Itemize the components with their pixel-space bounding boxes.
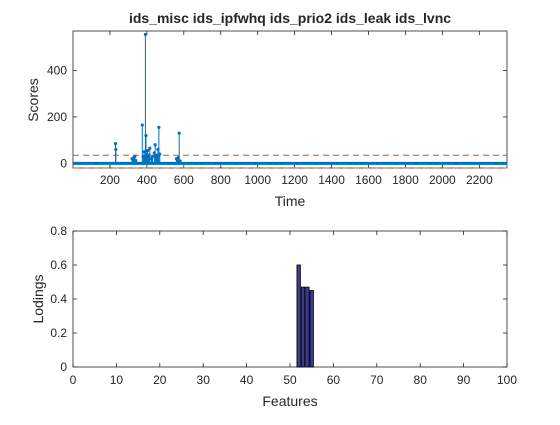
scores-y-tick-label: 400	[47, 63, 67, 77]
loadings-y-axis-label: Lodings	[30, 274, 46, 323]
scores-stem-point	[153, 143, 157, 147]
scores-y-tick-label: 0	[60, 156, 67, 170]
loadings-x-tick-label: 20	[153, 373, 167, 387]
scores-stem-point	[177, 131, 181, 135]
loadings-y-tick-label: 0.8	[50, 224, 67, 238]
loadings-y-tick-label: 0.4	[50, 292, 67, 306]
loadings-y-tick-label: 0	[60, 360, 67, 374]
scores-stem-point	[146, 148, 150, 153]
loadings-bar	[300, 286, 306, 368]
scores-stem-point	[134, 158, 138, 163]
scores-stem-point	[148, 146, 152, 150]
loadings-x-tick-label: 60	[327, 373, 341, 387]
scores-x-tick-label: 800	[211, 173, 231, 187]
loadings-axes: 0 10 20 30 40 50 60 70 80 90 100 0 0.2 0.4 0.6 0.8 Feat…	[30, 224, 517, 409]
scores-stem-point	[150, 154, 155, 158]
scores-stem-point	[114, 147, 118, 152]
scores-x-tick-label: 2000	[429, 173, 456, 187]
scores-x-tick-label: 1600	[355, 173, 382, 187]
loadings-x-tick-label: 80	[414, 373, 428, 387]
scores-stem-point	[158, 152, 162, 156]
scores-y-axis-label: Scores	[25, 78, 41, 122]
loadings-bar	[296, 264, 301, 368]
scores-stem-point	[157, 125, 161, 129]
loadings-x-tick-label: 50	[283, 373, 297, 387]
loadings-bar	[305, 286, 310, 368]
scores-x-axis-label: Time	[275, 193, 306, 209]
loadings-x-axis-label: Features	[262, 393, 317, 409]
loadings-y-tick-label: 0.2	[50, 326, 67, 340]
scores-x-tick-label: 1000	[244, 173, 271, 187]
loadings-x-tick-label: 70	[370, 373, 384, 387]
scores-x-tick-label: 2200	[466, 173, 493, 187]
scores-stem-point	[133, 154, 137, 158]
scores-x-tick-label: 1200	[281, 173, 308, 187]
loadings-plot-area	[296, 264, 314, 368]
loadings-x-tick-label: 40	[240, 373, 254, 387]
loadings-x-tick-label: 90	[457, 373, 471, 387]
loadings-axes-box	[72, 230, 508, 368]
loadings-x-tick-label: 100	[497, 373, 517, 387]
scores-axes-box	[72, 30, 508, 169]
scores-x-tick-label: 600	[174, 173, 194, 187]
loadings-bar	[309, 290, 314, 368]
scores-x-tick-label: 400	[137, 173, 157, 187]
loadings-y-tick-label: 0.6	[50, 258, 67, 272]
scores-axes: 200 400 600 800 1000 1200 1400 1600 1800 2000 2200…	[25, 10, 508, 209]
scores-stem-point	[113, 142, 118, 146]
scores-ticks: 200 400 600 800 1000 1200 1400 1600 1800 2000 2200…	[47, 31, 507, 187]
scores-stem-point	[178, 159, 182, 163]
scores-plot-area	[73, 32, 507, 169]
scores-chart-title: ids_misc ids_ipfwhq ids_prio2 ids_leak i…	[129, 10, 451, 26]
scores-y-tick-label: 200	[47, 110, 67, 124]
scores-x-tick-label: 200	[100, 173, 120, 187]
scores-stem-point	[143, 32, 147, 37]
loadings-x-tick-label: 10	[110, 373, 124, 387]
scores-x-tick-label: 1800	[392, 173, 419, 187]
scores-x-tick-label: 1400	[318, 173, 345, 187]
scores-stem-point	[144, 133, 148, 138]
loadings-ticks: 0 10 20 30 40 50 60 70 80 90 100 0 0.2 0.4 0.6 0.8	[50, 224, 517, 387]
loadings-x-tick-label: 30	[197, 373, 211, 387]
scores-stem-point	[140, 123, 144, 127]
loadings-x-tick-label: 0	[70, 373, 77, 387]
